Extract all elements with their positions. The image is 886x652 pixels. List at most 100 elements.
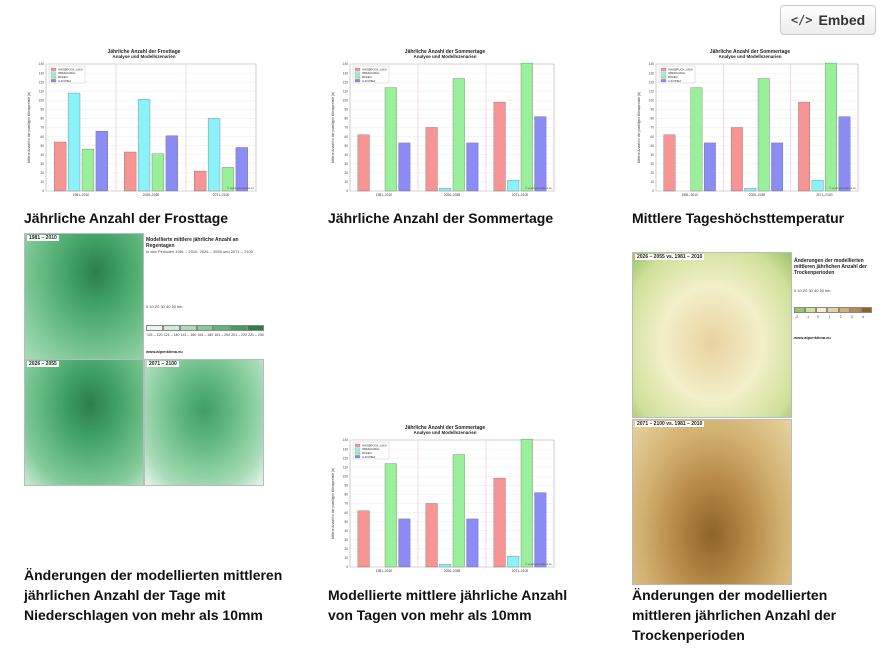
legend-label: A-KOPIEA (362, 455, 375, 459)
legend-swatch (660, 71, 667, 75)
legend-label: A-KOPIEA (58, 79, 71, 83)
card-caption-max-temperature[interactable]: Mittlere Tageshöchsttemperatur (632, 210, 845, 226)
legend-color-swatch: -1 (805, 307, 817, 319)
y-tick-label: 90 (40, 108, 44, 112)
legend-color-swatch: 3 (849, 307, 861, 319)
y-tick-label: 110 (343, 89, 348, 93)
y-tick-label: 100 (649, 98, 655, 102)
legend-swatch (354, 71, 361, 75)
card-caption-dry-periods[interactable]: Änderungen der modellierten mittleren jä… (632, 587, 837, 643)
legend-value: 3 (850, 315, 853, 319)
legend-color-swatch: 201 – 220 (230, 325, 248, 337)
x-tick-label: 1981–2010 (376, 569, 393, 573)
rain-map-legend: Modellierte mittlere jährliche Anzahl an… (146, 237, 265, 357)
y-tick-label: 110 (343, 465, 348, 469)
x-tick-label: 1981–2010 (376, 193, 393, 197)
chart-title: Jährliche Anzahl der Sommertage (405, 49, 486, 55)
dry-map-url: www.alpenklima.eu (794, 335, 831, 340)
legend-label: A-KOPIEA (668, 79, 681, 83)
legend-label: INNSBRUCK_UNIV. (362, 443, 387, 447)
y-tick-label: 80 (344, 493, 348, 497)
legend-label: OBERGURGL (58, 71, 76, 75)
y-tick-label: 100 (343, 474, 349, 478)
y-tick-label: 60 (344, 135, 348, 139)
rain-map-title: Modellierte mittlere jährliche Anzahl an… (146, 237, 239, 249)
y-tick-label: 110 (649, 89, 654, 93)
legend-label: OBERGURGL (362, 447, 380, 451)
y-tick-label: 0 (346, 565, 348, 569)
legend-swatch (354, 455, 361, 459)
bar (124, 151, 137, 192)
rain-days-map-thumbnail[interactable]: 1981 – 2010 Modellierte mittlere jährlic… (24, 233, 265, 486)
y-tick-label: 140 (343, 438, 349, 442)
bar (398, 142, 411, 192)
card-caption-rain-change[interactable]: Änderungen der modellierten mittleren jä… (24, 567, 283, 623)
legend-color-swatch: 2 (838, 307, 850, 319)
legend-swatch (354, 443, 361, 447)
y-tick-label: 100 (39, 98, 45, 102)
y-tick-label: 30 (344, 162, 348, 166)
y-tick-label: 130 (649, 71, 655, 75)
y-axis-label: Mittlere Anzahl in der jeweiligen Klimap… (331, 92, 335, 163)
legend-value: 101 – 120 (147, 333, 163, 337)
y-tick-label: 140 (39, 62, 45, 66)
legend-box (48, 65, 86, 84)
legend-value: 141 – 160 (180, 333, 197, 337)
bar (357, 510, 370, 568)
bar (81, 149, 95, 192)
legend-value: 4 (861, 315, 864, 319)
x-tick-label: 2071–2100 (512, 193, 529, 197)
bar (534, 116, 547, 192)
legend-color-swatch: 101 – 120 (146, 325, 163, 337)
y-tick-label: 30 (344, 538, 348, 542)
rain-map-panel-1-label: 1981 – 2010 (27, 235, 59, 241)
bar (425, 503, 438, 568)
card-caption-frost-days[interactable]: Jährliche Anzahl der Frosttage (24, 210, 229, 226)
bar (452, 78, 465, 192)
bar (534, 492, 547, 568)
bar (235, 147, 248, 192)
legend-swatch (354, 451, 361, 455)
bar (439, 564, 452, 568)
legend-value: 201 – 220 (231, 333, 247, 337)
bar (54, 141, 67, 192)
bar (439, 188, 452, 192)
legend-value: -1 (806, 315, 810, 319)
y-tick-label: 70 (344, 502, 348, 506)
y-axis-label: Mittlere Anzahl in der jeweiligen Klimap… (331, 468, 335, 539)
y-tick-label: 70 (650, 126, 654, 130)
legend-box (658, 65, 696, 84)
bar (507, 179, 520, 192)
bar (730, 127, 743, 192)
y-tick-label: 50 (344, 520, 348, 524)
card-caption-days-over-10mm[interactable]: Modellierte mittlere jährliche Anzahl vo… (328, 587, 568, 623)
dry-periods-map-thumbnail[interactable]: 2026 – 2055 vs. 1981 – 2010 Änderungen d… (632, 252, 872, 585)
y-tick-label: 120 (343, 80, 349, 84)
x-tick-label: 2026–2055 (749, 193, 766, 197)
chart-title: Jährliche Anzahl der Sommertage (710, 49, 791, 55)
y-tick-label: 20 (344, 171, 348, 175)
y-tick-label: 70 (40, 126, 44, 130)
y-axis-label: Mittlere Anzahl in der jeweiligen Klimap… (27, 92, 31, 163)
legend-label: INNSBRUCK_UNIV. (362, 67, 387, 71)
card-caption-summer-days[interactable]: Jährliche Anzahl der Sommertage (328, 210, 554, 226)
y-tick-label: 70 (344, 126, 348, 130)
embed-button[interactable]: </> Embed (780, 5, 876, 35)
bar (398, 518, 411, 568)
y-tick-label: 20 (650, 171, 654, 175)
legend-color-swatch: 121 – 140 (162, 325, 180, 337)
rain-map-subtitle: in den Perioden 1981 – 2010, 2026 – 2055… (146, 249, 253, 254)
bar (165, 135, 178, 192)
chart-subtitle: Analyse und Modellszenarien (112, 54, 175, 59)
y-tick-label: 50 (344, 144, 348, 148)
y-tick-label: 10 (650, 180, 654, 184)
y-tick-label: 40 (344, 153, 348, 157)
bar (221, 167, 235, 192)
dry-map-panel-2-label: 2071 – 2100 vs. 1981 – 2010 (635, 421, 705, 427)
